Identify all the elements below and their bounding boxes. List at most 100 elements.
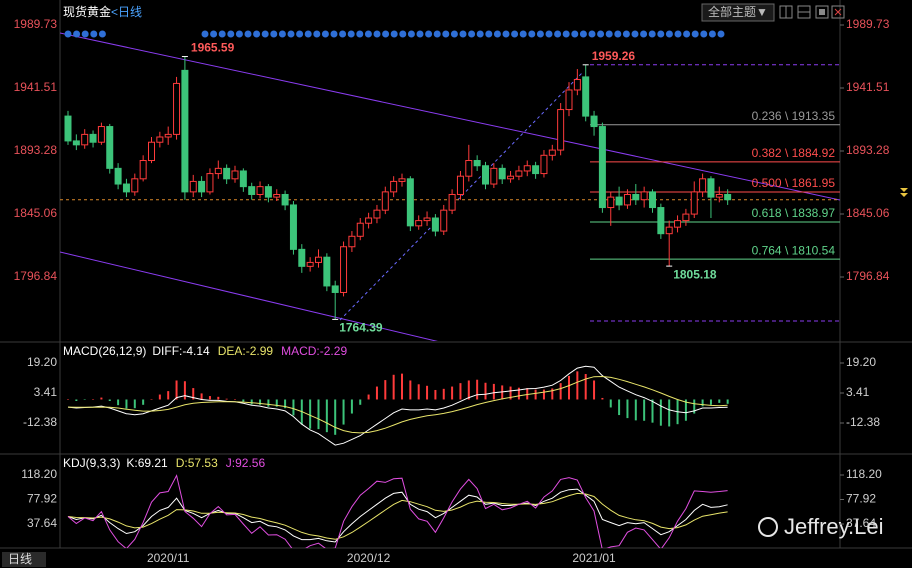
channel-upper	[60, 32, 840, 201]
event-dot	[347, 30, 355, 38]
macd-bar	[501, 385, 504, 400]
y-tick-label-right: 1796.84	[846, 269, 890, 283]
event-dot	[81, 30, 89, 38]
macd-bar	[100, 397, 103, 400]
macd-bar	[108, 399, 111, 401]
high-label: 1965.59	[191, 41, 235, 55]
event-dot	[399, 30, 407, 38]
y-tick-label-right: 19.20	[846, 355, 876, 369]
candle-body	[548, 149, 556, 156]
macd-bar	[409, 380, 412, 400]
candle-body	[248, 186, 256, 195]
period-tab-label[interactable]: 日线	[8, 552, 32, 566]
theme-button-label[interactable]: 全部主题▼	[708, 4, 768, 19]
macd-bar	[726, 399, 729, 404]
event-dot	[382, 30, 390, 38]
panel-title: KDJ(9,3,3)	[63, 456, 120, 470]
y-tick-label: 1941.51	[14, 80, 58, 94]
event-dot	[597, 30, 605, 38]
candle-body	[173, 82, 181, 135]
macd-bar	[83, 399, 86, 400]
macd-bar	[117, 399, 120, 406]
candle-body	[649, 191, 656, 209]
candle-body	[582, 76, 590, 117]
macd-bar	[476, 379, 479, 400]
event-dot	[605, 30, 613, 38]
macd-bar	[317, 399, 320, 430]
macd-bar	[517, 387, 520, 400]
candle-body	[440, 209, 448, 232]
legend-entry: K:69.21	[126, 456, 168, 470]
macd-bar	[325, 399, 328, 433]
macd-bar	[534, 389, 537, 400]
macd-bar	[693, 399, 696, 414]
macd-bar	[434, 389, 437, 400]
watermark-text: Jeffrey.Lei	[784, 514, 883, 539]
event-dot	[485, 30, 493, 38]
theme-button[interactable]	[701, 3, 775, 22]
candle-body	[707, 178, 715, 198]
y-tick-label: 3.41	[34, 385, 58, 399]
rise-line	[339, 71, 584, 321]
y-tick-label-right: 3.41	[846, 385, 870, 399]
period-tab[interactable]	[2, 552, 46, 567]
macd-bar	[426, 385, 429, 400]
macd-bar	[684, 399, 687, 421]
candle-body	[340, 246, 348, 293]
macd-bar	[484, 382, 487, 400]
x-tick-label: 2020/12	[347, 551, 391, 565]
fib-level-label: 0.500 \ 1861.95	[752, 176, 836, 190]
event-dot	[459, 30, 467, 38]
event-dot	[244, 30, 252, 38]
macd-bar	[492, 383, 495, 400]
candle-body	[306, 261, 314, 267]
macd-bar	[392, 374, 395, 400]
watermark: Jeffrey.Lei	[758, 514, 883, 539]
macd-bar	[125, 399, 128, 409]
macd-bar	[401, 373, 403, 400]
icon-close[interactable]	[831, 5, 845, 19]
event-dot	[648, 30, 656, 38]
candle-body	[148, 141, 155, 162]
y-tick-label: 1845.06	[14, 206, 58, 220]
candle-body	[198, 180, 206, 193]
fib-level-label: 0.764 \ 1810.54	[752, 243, 836, 257]
event-dot	[253, 30, 261, 38]
macd-bar	[67, 399, 69, 400]
candle-body	[289, 204, 297, 250]
macd-bar	[718, 399, 721, 403]
icon-window[interactable]	[815, 5, 829, 19]
macd-bar	[292, 399, 295, 416]
event-dot	[442, 30, 450, 38]
toolbar-icons	[779, 5, 845, 19]
candle-body	[532, 165, 540, 175]
candle-body	[264, 186, 272, 198]
event-dot	[708, 30, 716, 38]
channel-lower	[60, 251, 438, 341]
event-dot	[287, 30, 295, 38]
legend-entry: D:57.53	[176, 456, 218, 470]
watermark-logo	[758, 517, 778, 537]
event-dot	[450, 30, 458, 38]
candle-body	[64, 115, 72, 142]
macd-bar	[459, 383, 462, 400]
event-dot	[425, 30, 433, 38]
y-tick-label: 1893.28	[14, 143, 58, 157]
icon-detail	[834, 8, 842, 16]
candle-body	[515, 170, 523, 177]
event-dot	[528, 30, 536, 38]
event-dot	[622, 30, 630, 38]
event-dot	[218, 30, 226, 38]
event-dot	[511, 30, 519, 38]
candle-body	[482, 165, 489, 185]
event-dot	[201, 30, 209, 38]
candle-body	[540, 154, 548, 175]
macd-bar	[384, 380, 387, 400]
macd-bar	[618, 399, 621, 416]
event-dot	[631, 30, 639, 38]
macd-bar	[593, 380, 596, 400]
y-tick-label: 1989.73	[14, 17, 58, 31]
candle-body	[72, 140, 80, 146]
macd-bar	[651, 399, 654, 423]
event-markers	[64, 30, 725, 38]
